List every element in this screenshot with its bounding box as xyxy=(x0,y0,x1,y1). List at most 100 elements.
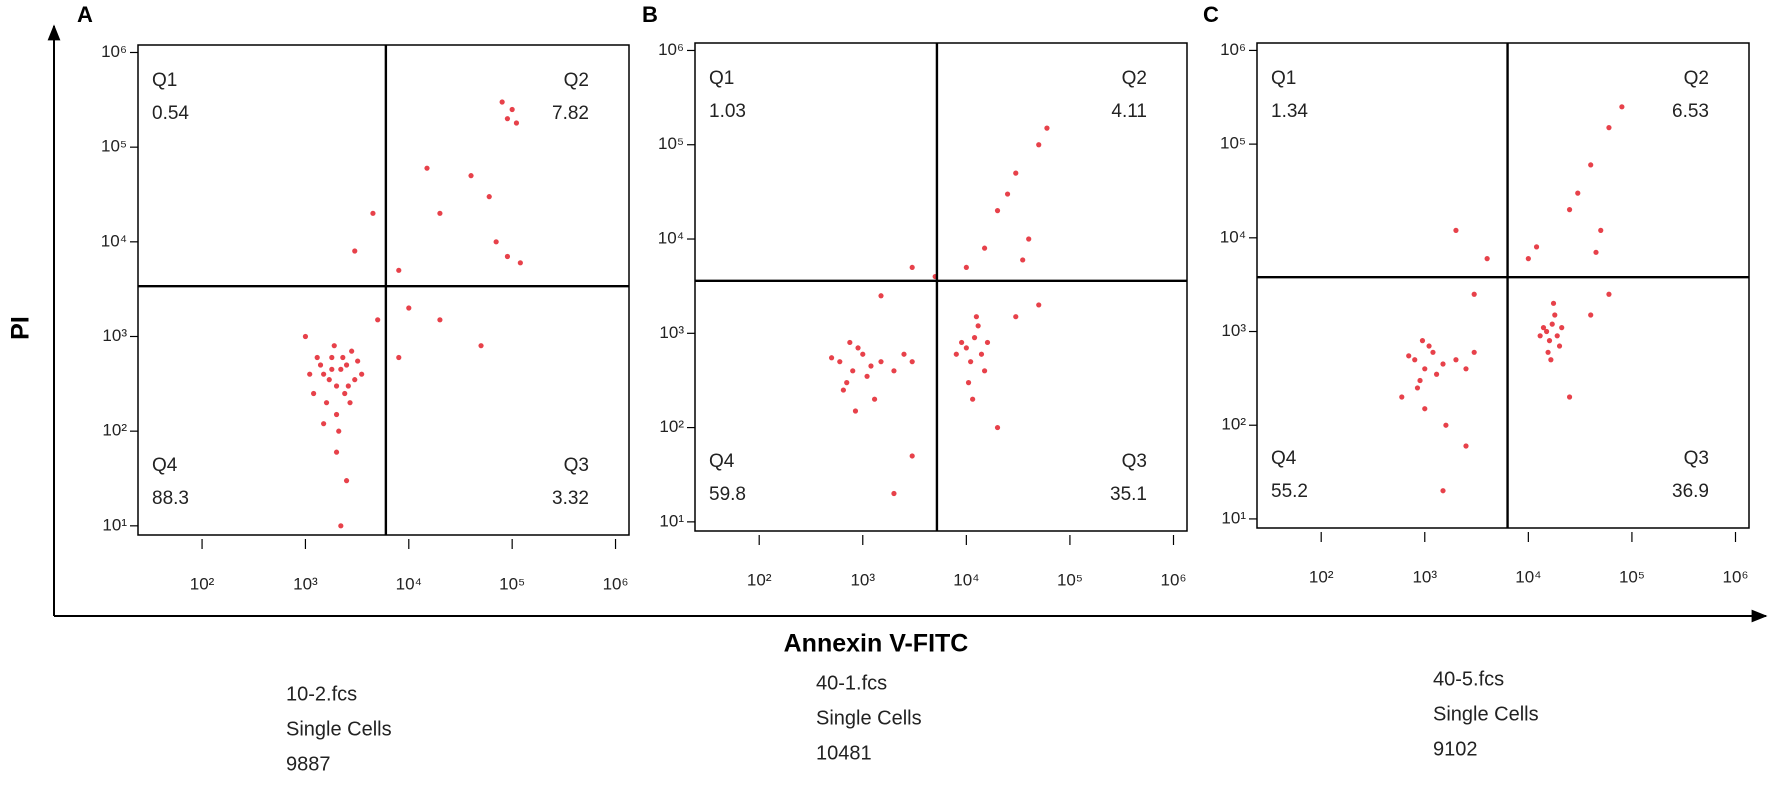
event-dot xyxy=(1566,207,1573,213)
x-tick-label: 10⁴ xyxy=(396,574,422,593)
event-dot xyxy=(994,208,1001,214)
quadrant-percent: 36.9 xyxy=(1672,481,1709,502)
event-dot xyxy=(1525,256,1531,262)
event-dot xyxy=(837,359,843,365)
x-tick-label: 10² xyxy=(1309,567,1334,586)
plot-frame xyxy=(1256,42,1750,529)
event-dot xyxy=(352,248,358,254)
event-dot xyxy=(1422,406,1428,412)
y-tick-label: 10¹ xyxy=(659,511,684,530)
event-dot xyxy=(970,396,976,402)
event-dot xyxy=(1533,244,1540,250)
event-dot xyxy=(343,478,350,484)
event-dot xyxy=(1588,312,1594,318)
caption-count: 9102 xyxy=(1433,738,1478,760)
event-dot xyxy=(1559,325,1565,331)
event-dot xyxy=(1406,353,1412,359)
y-tick-label: 10¹ xyxy=(1221,508,1246,527)
panel-letter: B xyxy=(642,2,658,27)
event-dot xyxy=(331,343,337,349)
quadrant-name: Q1 xyxy=(1271,68,1296,89)
event-dot xyxy=(1004,191,1011,197)
event-dot xyxy=(1419,337,1426,344)
quadrant-percent: 0.54 xyxy=(152,103,189,124)
event-dot xyxy=(1426,343,1432,349)
x-tick-label: 10⁶ xyxy=(1723,567,1749,586)
quadrant-name: Q3 xyxy=(1122,451,1147,472)
event-dot xyxy=(973,314,979,320)
x-tick-label: 10⁴ xyxy=(953,570,979,589)
quadrant-name: Q1 xyxy=(152,70,177,91)
event-dot xyxy=(840,387,846,393)
event-dot xyxy=(981,368,988,374)
event-dot xyxy=(509,106,515,113)
y-tick-label: 10⁴ xyxy=(101,231,127,250)
event-dot xyxy=(1412,357,1418,363)
event-dot xyxy=(891,368,897,374)
event-dot xyxy=(314,354,320,361)
event-dot xyxy=(493,239,499,245)
x-tick-label: 10² xyxy=(190,574,215,593)
event-dot xyxy=(302,333,309,340)
event-dot xyxy=(901,351,907,357)
event-dot xyxy=(347,400,353,406)
event-dot xyxy=(396,267,402,273)
event-dot xyxy=(437,317,443,323)
caption-population: Single Cells xyxy=(1433,703,1539,725)
y-tick-label: 10⁶ xyxy=(101,42,127,61)
event-dot xyxy=(1549,321,1555,327)
event-dot xyxy=(1463,366,1469,372)
y-tick-label: 10³ xyxy=(1221,321,1246,340)
event-dot xyxy=(345,383,351,389)
event-dot xyxy=(1550,300,1557,306)
event-dot xyxy=(1471,291,1477,297)
y-tick-label: 10² xyxy=(659,417,684,436)
event-dot xyxy=(406,305,412,311)
event-dot xyxy=(396,354,402,361)
event-dot xyxy=(1399,394,1405,400)
event-dot xyxy=(909,264,915,271)
event-dot xyxy=(844,380,850,386)
x-tick-label: 10² xyxy=(747,570,772,589)
event-dot xyxy=(981,245,988,251)
event-dot xyxy=(375,317,381,323)
event-dot xyxy=(338,523,344,529)
event-dot xyxy=(1013,314,1019,320)
event-dot xyxy=(1556,343,1563,349)
event-dot xyxy=(333,383,340,389)
event-dot xyxy=(978,351,985,357)
y-tick-label: 10⁶ xyxy=(1220,40,1246,59)
event-dot xyxy=(909,359,915,365)
event-dot xyxy=(1619,104,1625,110)
event-dot xyxy=(975,323,981,329)
event-dot xyxy=(349,348,355,354)
event-dot xyxy=(855,345,861,351)
event-dot xyxy=(963,345,969,351)
quadrant-name: Q2 xyxy=(564,70,589,91)
event-dot xyxy=(1433,371,1440,377)
event-dot xyxy=(1575,190,1581,196)
x-tick-label: 10⁶ xyxy=(603,574,629,593)
event-dot xyxy=(963,264,969,271)
event-dot xyxy=(1036,302,1042,308)
event-dot xyxy=(1543,328,1550,335)
y-tick-label: 10⁴ xyxy=(1220,227,1246,246)
event-dot xyxy=(333,411,340,418)
plot-frame xyxy=(694,42,1188,532)
event-dot xyxy=(864,373,870,379)
caption-file: 40-5.fcs xyxy=(1433,668,1504,690)
quadrant-name: Q3 xyxy=(564,455,589,476)
event-dot xyxy=(343,362,350,368)
quadrant-percent: 1.34 xyxy=(1271,101,1308,122)
event-dot xyxy=(370,210,376,216)
event-dot xyxy=(828,355,835,361)
event-dot xyxy=(321,371,327,377)
event-dot xyxy=(1453,357,1459,363)
event-dot xyxy=(965,380,972,386)
y-tick-label: 10³ xyxy=(659,323,684,342)
event-dot xyxy=(355,358,361,364)
event-dot xyxy=(994,424,1001,431)
event-dot xyxy=(1593,249,1599,255)
quadrant-name: Q2 xyxy=(1684,68,1709,89)
